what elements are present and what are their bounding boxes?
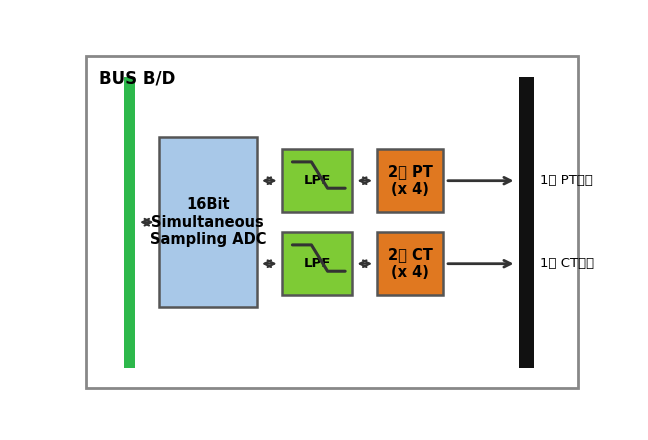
- Text: 16Bit
Simultaneous
Sampling ADC: 16Bit Simultaneous Sampling ADC: [150, 197, 266, 247]
- Bar: [377, 232, 443, 295]
- Bar: [519, 77, 534, 368]
- Bar: [282, 232, 353, 295]
- Bar: [377, 149, 443, 212]
- Text: BUS B/D: BUS B/D: [98, 70, 175, 88]
- Text: 1차 CT전류: 1차 CT전류: [540, 257, 594, 270]
- Bar: [282, 149, 353, 212]
- Text: 2차 CT
(x 4): 2차 CT (x 4): [388, 248, 432, 280]
- Text: LPF: LPF: [303, 174, 330, 187]
- Text: LPF: LPF: [303, 257, 330, 270]
- Bar: [159, 137, 257, 307]
- Bar: [124, 77, 135, 368]
- Text: 2차 PT
(x 4): 2차 PT (x 4): [388, 165, 432, 197]
- Text: 1차 PT전압: 1차 PT전압: [540, 174, 593, 187]
